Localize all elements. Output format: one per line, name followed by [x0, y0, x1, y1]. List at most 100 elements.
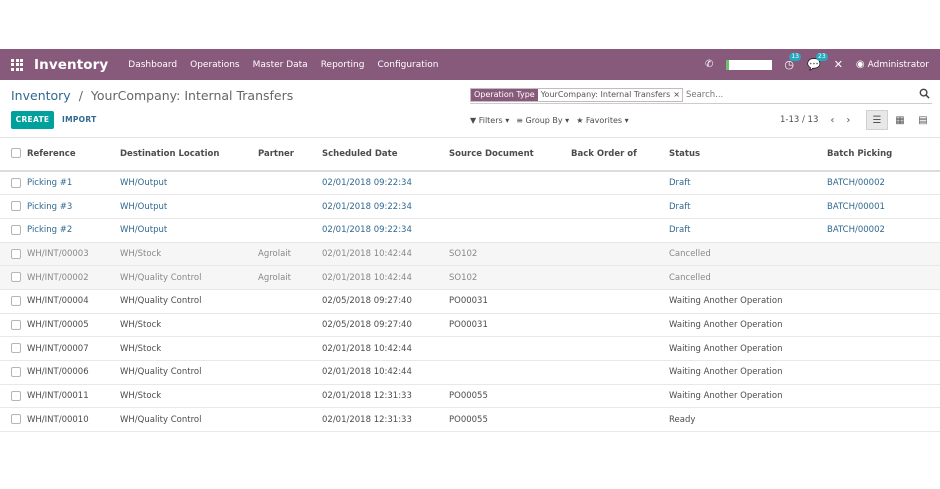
kanban-view-icon[interactable]: ▦ — [895, 114, 905, 126]
col-reference[interactable]: Reference — [27, 137, 120, 172]
filters-label: Filters — [478, 115, 503, 125]
row-checkbox[interactable] — [0, 242, 27, 267]
table-row[interactable]: WH/INT/00004 WH/Quality Control 02/05/2018… — [0, 289, 940, 314]
row-checkbox[interactable] — [0, 194, 27, 219]
table-row[interactable]: WH/INT/00005 WH/Stock 02/05/2018 09:27:40 P… — [0, 313, 940, 338]
col-scheduled-date[interactable]: Scheduled Date — [322, 137, 449, 172]
cell-scheduled: 02/01/2018 10:42:44 — [322, 336, 449, 361]
search-options: ▼ Filters ▾ ≡ Group By ▾ ★ Favorites ▾ — [470, 111, 636, 129]
row-checkbox[interactable] — [0, 289, 27, 314]
top-navbar: Inventory Dashboard Operations Master Da… — [0, 49, 940, 80]
user-menu[interactable]: ◉ Administrator — [856, 59, 929, 70]
cell-destination: WH/Quality Control — [120, 265, 258, 290]
cell-status: Waiting Another Operation — [669, 336, 827, 361]
row-checkbox[interactable] — [0, 407, 27, 433]
facet-remove-icon[interactable]: × — [673, 90, 680, 99]
table-row[interactable]: WH/INT/00010 WH/Quality Control 02/01/2018… — [0, 407, 940, 433]
search-facet: Operation Type YourCompany: Internal Tra… — [470, 87, 683, 102]
cell-backorder — [571, 242, 669, 267]
cell-status: Waiting Another Operation — [669, 360, 827, 385]
calendar-view-icon[interactable]: ▤ — [918, 114, 928, 126]
row-checkbox[interactable] — [0, 336, 27, 361]
col-destination[interactable]: Destination Location — [120, 137, 258, 172]
col-status[interactable]: Status — [669, 137, 827, 172]
activity-icon[interactable]: ◷ 13 — [784, 53, 801, 71]
cell-batch — [827, 313, 940, 338]
cell-backorder — [571, 194, 669, 219]
cell-status: Waiting Another Operation — [669, 289, 827, 314]
cell-reference: WH/INT/00005 — [27, 313, 120, 338]
menu-master-data[interactable]: Master Data — [252, 59, 308, 70]
import-button[interactable]: IMPORT — [62, 115, 97, 124]
table-row[interactable]: WH/INT/00007 WH/Stock 02/01/2018 10:42:44 W… — [0, 336, 940, 361]
breadcrumb-parent[interactable]: Inventory — [11, 88, 71, 103]
table-row[interactable]: Picking #1 WH/Output 02/01/2018 09:22:34 Dr… — [0, 171, 940, 196]
favorites-caret-icon: ▾ — [624, 115, 629, 125]
row-checkbox[interactable] — [0, 384, 27, 409]
user-name: Administrator — [867, 59, 929, 70]
cell-status: Draft — [669, 171, 827, 196]
create-button[interactable]: CREATE — [11, 111, 54, 129]
table-row[interactable]: WH/INT/00006 WH/Quality Control 02/01/2018… — [0, 360, 940, 385]
search-input[interactable] — [685, 89, 906, 100]
row-checkbox[interactable] — [0, 265, 27, 290]
menu-operations[interactable]: Operations — [190, 59, 240, 70]
cell-status: Waiting Another Operation — [669, 313, 827, 338]
menu-dashboard[interactable]: Dashboard — [128, 59, 178, 70]
cell-partner — [258, 384, 322, 409]
group-by-caret-icon: ▾ — [565, 115, 570, 125]
cell-scheduled: 02/01/2018 09:22:34 — [322, 218, 449, 243]
cell-source — [449, 194, 571, 219]
menu-reporting[interactable]: Reporting — [320, 59, 365, 70]
cell-backorder — [571, 407, 669, 433]
table-row[interactable]: Picking #3 WH/Output 02/01/2018 09:22:34 Dr… — [0, 194, 940, 219]
col-batch-picking[interactable]: Batch Picking — [827, 137, 940, 172]
cell-partner — [258, 313, 322, 338]
group-by-button[interactable]: ≡ Group By ▾ — [516, 116, 569, 125]
cell-scheduled: 02/01/2018 09:22:34 — [322, 171, 449, 196]
table-row[interactable]: Picking #2 WH/Output 02/01/2018 09:22:34 Dr… — [0, 218, 940, 243]
close-icon[interactable]: ✕ — [833, 58, 843, 71]
row-checkbox[interactable] — [0, 171, 27, 196]
filters-caret-icon: ▾ — [505, 115, 510, 125]
table-row[interactable]: WH/INT/00003 WH/Stock Agrolait 02/01/2018 1… — [0, 242, 940, 267]
search-icon[interactable] — [919, 88, 930, 99]
row-checkbox[interactable] — [0, 313, 27, 338]
chevron-right-icon[interactable]: › — [846, 114, 851, 126]
cell-backorder — [571, 313, 669, 338]
pager-value[interactable]: 1-13 / 13 — [780, 115, 819, 125]
col-source-document[interactable]: Source Document — [449, 137, 571, 172]
row-checkbox[interactable] — [0, 218, 27, 243]
cell-source: SO102 — [449, 242, 571, 267]
chat-icon[interactable]: 💬 23 — [806, 53, 828, 71]
select-all-checkbox[interactable] — [0, 137, 27, 172]
col-partner[interactable]: Partner — [258, 137, 322, 172]
col-back-order[interactable]: Back Order of — [571, 137, 669, 172]
cell-partner: Agrolait — [258, 242, 322, 267]
pager: 1-13 / 13 ‹ › — [780, 111, 862, 129]
cell-source: SO102 — [449, 265, 571, 290]
voip-status-bar[interactable] — [726, 59, 773, 70]
app-title[interactable]: Inventory — [34, 56, 109, 73]
cell-destination: WH/Stock — [120, 384, 258, 409]
cell-source: PO00055 — [449, 384, 571, 409]
list-view-icon[interactable]: ☰ — [866, 110, 888, 130]
table-row[interactable]: WH/INT/00011 WH/Stock 02/01/2018 12:31:33 P… — [0, 384, 940, 409]
cell-destination: WH/Quality Control — [120, 289, 258, 314]
row-checkbox[interactable] — [0, 360, 27, 385]
cell-reference: WH/INT/00007 — [27, 336, 120, 361]
table-row[interactable]: WH/INT/00002 WH/Quality Control Agrolait 02… — [0, 265, 940, 290]
search-bar: Operation Type YourCompany: Internal Tra… — [470, 86, 932, 104]
favorites-button[interactable]: ★ Favorites ▾ — [576, 116, 628, 125]
star-icon: ★ — [576, 115, 584, 125]
list-view: Reference Destination Location Partner S… — [0, 137, 940, 433]
filters-button[interactable]: ▼ Filters ▾ — [470, 116, 509, 125]
menu-configuration[interactable]: Configuration — [377, 59, 439, 70]
cell-status: Waiting Another Operation — [669, 384, 827, 409]
apps-icon[interactable] — [11, 58, 23, 71]
cell-backorder — [571, 265, 669, 290]
phone-icon[interactable]: ✆ — [704, 59, 714, 70]
chevron-left-icon[interactable]: ‹ — [830, 114, 835, 126]
cell-reference: WH/INT/00002 — [27, 265, 120, 290]
messages-badge: 23 — [816, 53, 828, 61]
